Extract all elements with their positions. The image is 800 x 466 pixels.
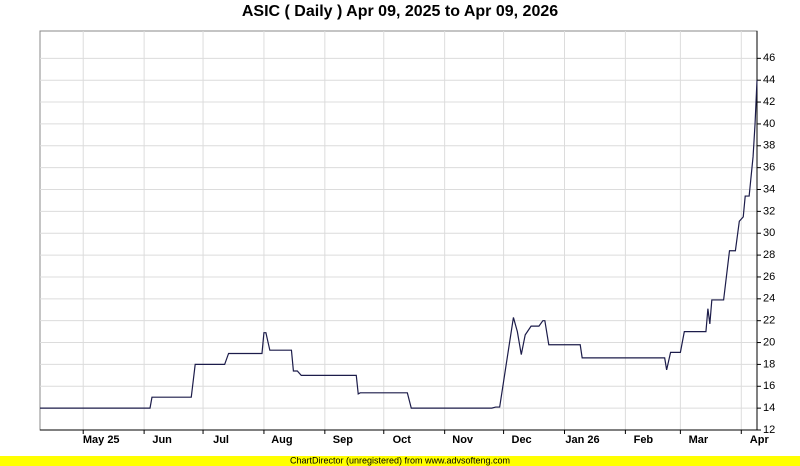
y-tick-label: 12 xyxy=(763,424,775,436)
y-tick-label: 18 xyxy=(763,358,775,370)
y-tick-label: 16 xyxy=(763,380,775,392)
footer: ChartDirector (unregistered) from www.ad… xyxy=(290,455,510,465)
price-line xyxy=(40,80,758,409)
x-tick-label: Apr xyxy=(750,434,770,446)
x-tick-label: Jul xyxy=(213,434,229,446)
y-tick-label: 30 xyxy=(763,227,775,239)
y-tick-label: 36 xyxy=(763,162,775,174)
chart-title: ASIC ( Daily ) Apr 09, 2025 to Apr 09, 2… xyxy=(242,3,558,20)
x-tick-label: Dec xyxy=(512,434,532,446)
y-tick-label: 20 xyxy=(763,336,775,348)
x-tick-label: Nov xyxy=(452,434,474,446)
y-tick-label: 34 xyxy=(763,183,775,195)
y-tick-label: 42 xyxy=(763,96,775,108)
x-tick-label: Jun xyxy=(152,434,172,446)
y-tick-label: 22 xyxy=(763,315,775,327)
y-tick-label: 14 xyxy=(763,402,775,414)
y-tick-label: 32 xyxy=(763,205,775,217)
y-tick-label: 40 xyxy=(763,118,775,130)
x-tick-label: Oct xyxy=(393,434,412,446)
x-tick-label: Mar xyxy=(689,434,709,446)
x-tick-label: Sep xyxy=(333,434,353,446)
x-tick-label: May 25 xyxy=(83,434,120,446)
y-tick-label: 46 xyxy=(763,52,775,64)
y-tick-label: 38 xyxy=(763,140,775,152)
x-tick-label: Jan 26 xyxy=(565,434,599,446)
x-tick-label: Feb xyxy=(634,434,654,446)
y-tick-label: 44 xyxy=(763,74,775,86)
y-tick-label: 28 xyxy=(763,249,775,261)
y-tick-label: 26 xyxy=(763,271,775,283)
plot-area xyxy=(39,30,758,431)
x-tick-label: Aug xyxy=(271,434,292,446)
footer-bar xyxy=(0,456,800,466)
y-tick-label: 24 xyxy=(763,293,775,305)
